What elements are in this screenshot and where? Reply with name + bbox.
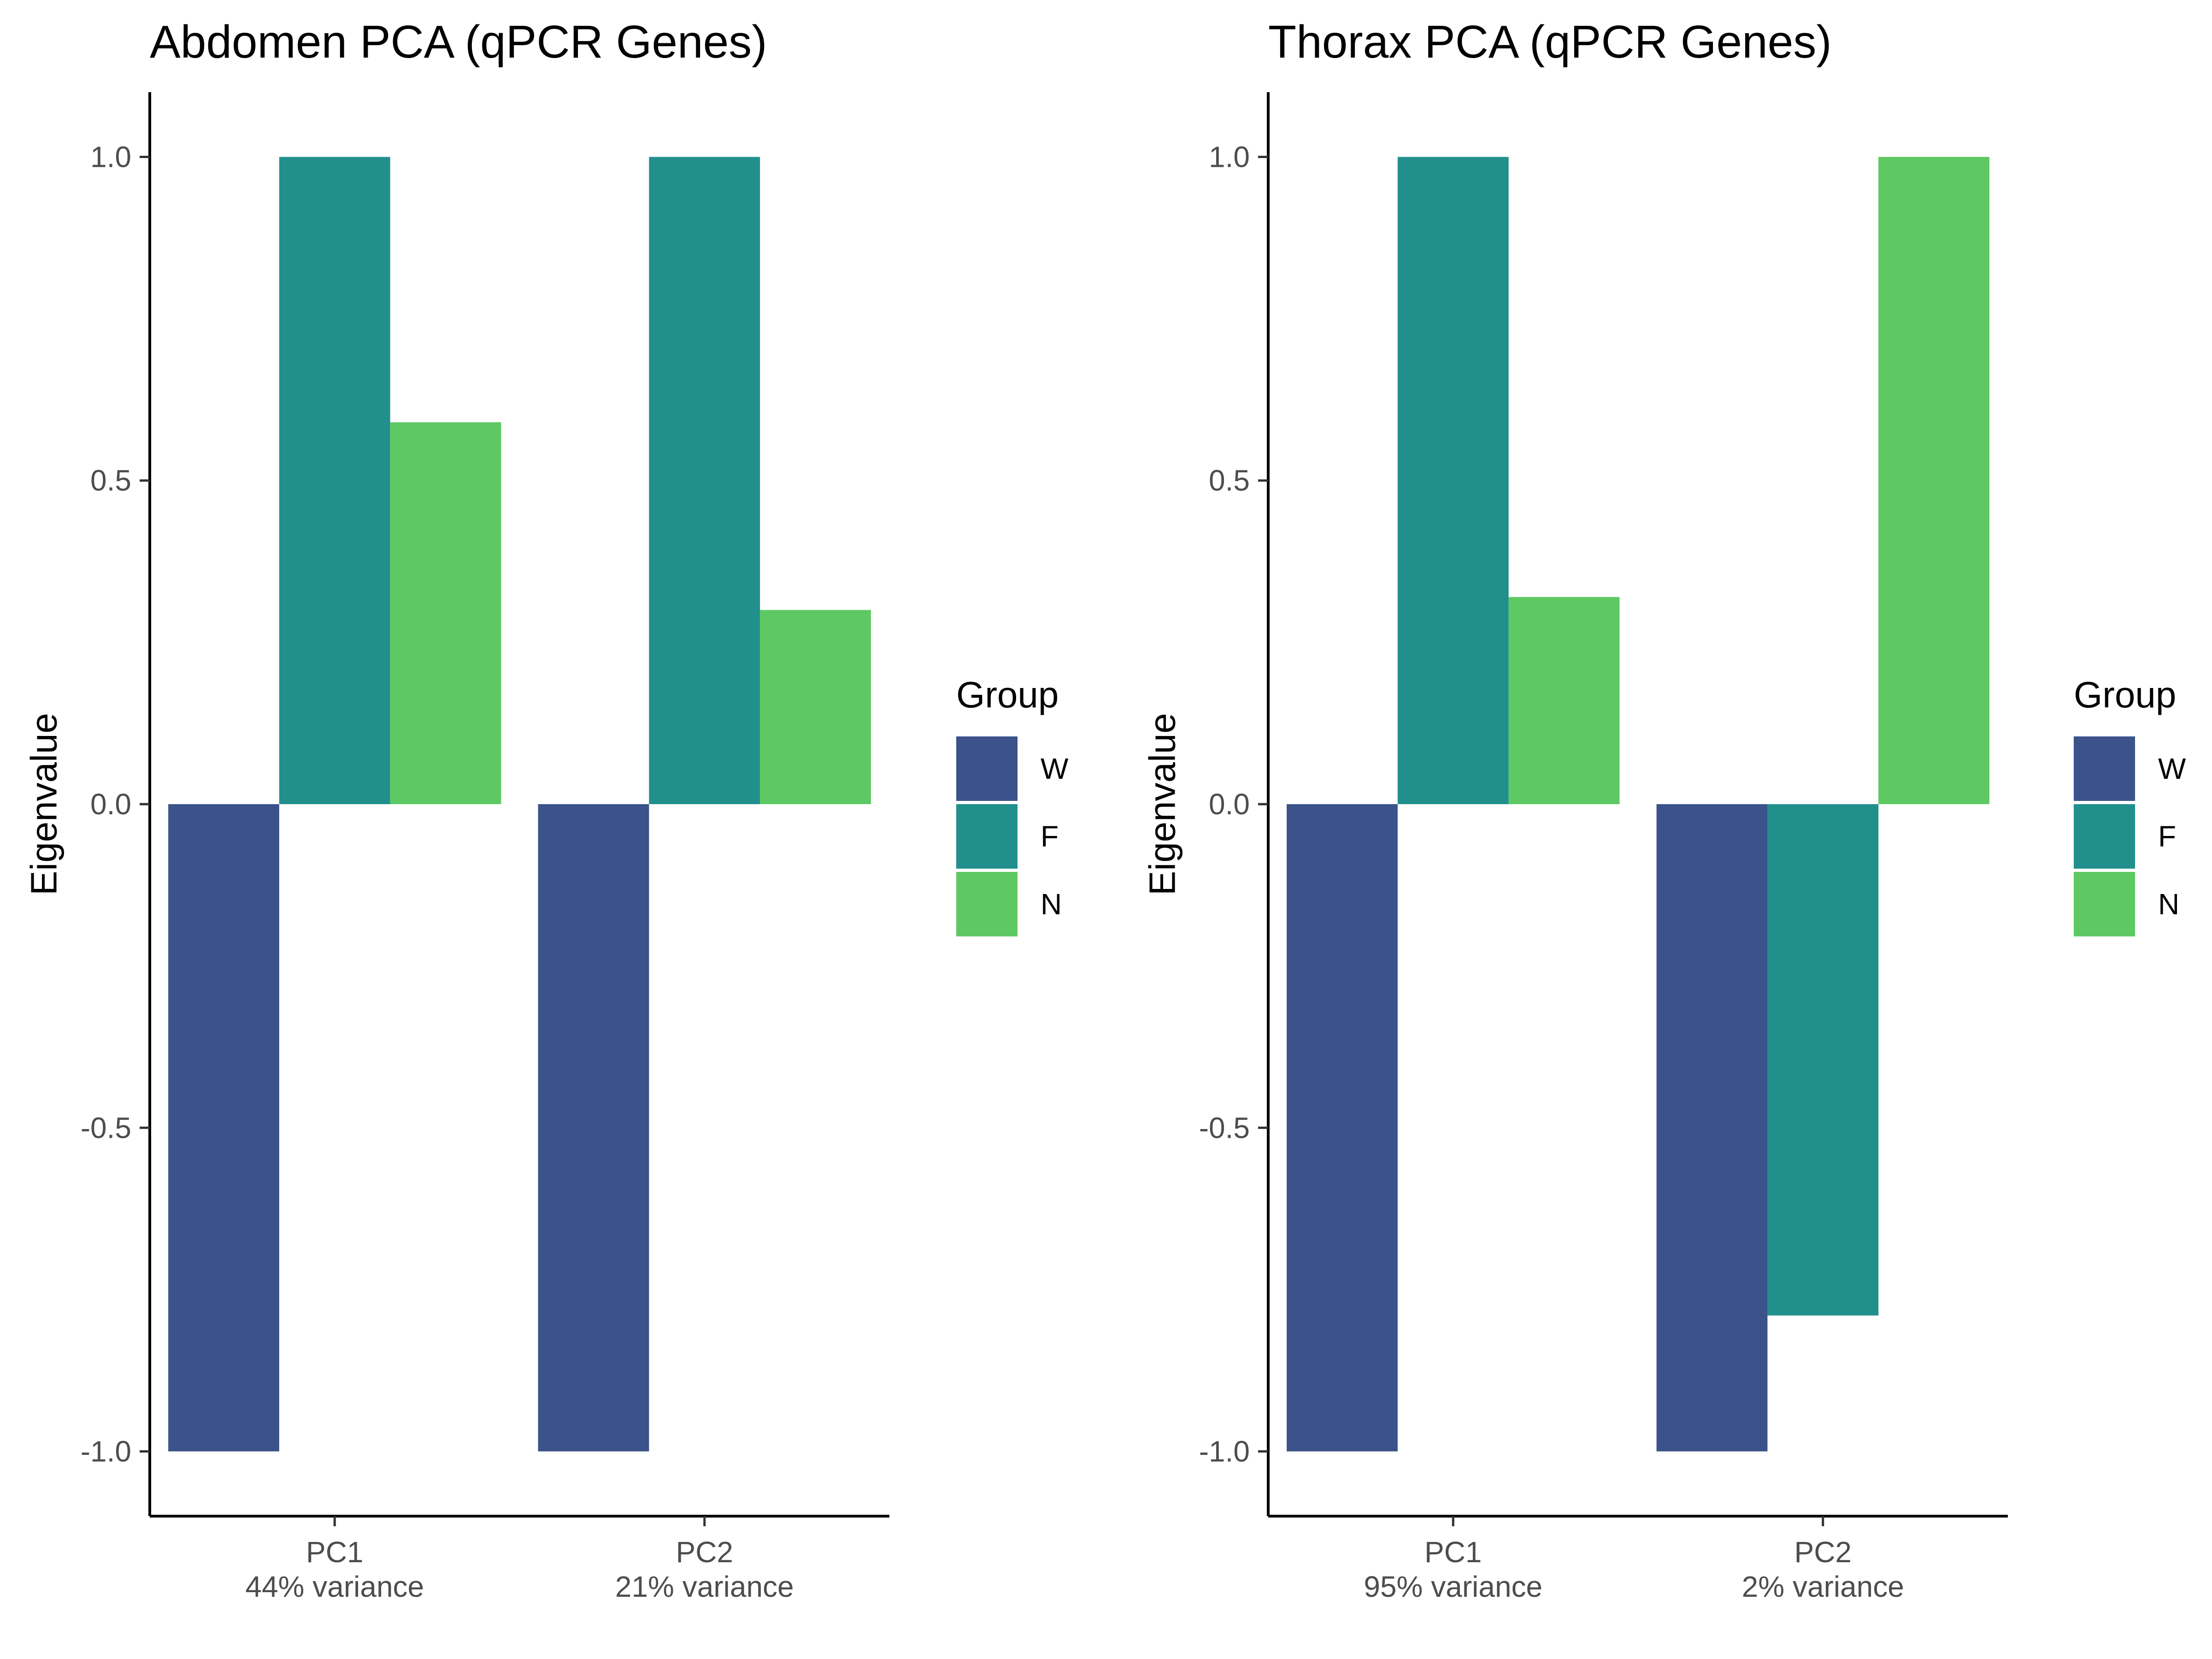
panel-1-legend-label-n: N xyxy=(1041,888,1062,921)
panel-1-y-tick-label: -1.0 xyxy=(81,1435,131,1468)
panel-1-x-tick-sublabel: 44% variance xyxy=(245,1570,424,1603)
panel-1-x-tick-label: PC1 xyxy=(306,1535,364,1569)
panel-2-legend-key-f xyxy=(2074,804,2135,869)
panel-2-legend-label-w: W xyxy=(2158,752,2186,785)
panel-2-bar-pc1-n xyxy=(1508,597,1620,804)
panel-1-bar-pc1-w xyxy=(168,804,279,1452)
panel-2-title: Thorax PCA (qPCR Genes) xyxy=(1268,16,1832,68)
panel-1: Abdomen PCA (qPCR Genes) Eigenvalue -1.0 -0… xyxy=(24,16,1069,1603)
panel-1-bar-pc1-f xyxy=(279,157,390,804)
panel-1-y-axis-title: Eigenvalue xyxy=(24,713,65,895)
panel-2: Thorax PCA (qPCR Genes) Eigenvalue -1.0 -0.… xyxy=(1142,16,2187,1603)
panel-2-bar-pc1-f xyxy=(1397,157,1509,804)
panel-1-y-tick-label: 1.0 xyxy=(90,140,131,173)
panel-1-bar-pc2-w xyxy=(538,804,649,1452)
panel-2-y-tick-label: 0.0 xyxy=(1209,788,1250,821)
panel-2-legend-label-f: F xyxy=(2158,820,2176,853)
panel-1-y-tick-label: -0.5 xyxy=(81,1111,131,1144)
panel-2-legend: Group W F N xyxy=(2074,674,2186,936)
panel-1-bar-pc2-n xyxy=(760,610,871,804)
panel-2-x-tick-sublabel: 95% variance xyxy=(1364,1570,1542,1603)
panel-1-x-tick-label: PC2 xyxy=(676,1535,734,1569)
panel-2-legend-label-n: N xyxy=(2158,888,2179,921)
panel-2-x-tick-sublabel: 2% variance xyxy=(1742,1570,1904,1603)
panel-1-title: Abdomen PCA (qPCR Genes) xyxy=(150,16,767,68)
panel-1-bar-pc1-n xyxy=(390,422,501,804)
panel-2-x-tick-label: PC1 xyxy=(1424,1535,1482,1569)
panel-2-legend-key-w xyxy=(2074,736,2135,801)
panel-2-bar-pc2-f xyxy=(1767,804,1879,1316)
panel-2-y-tick-label: 1.0 xyxy=(1209,140,1250,173)
panel-2-legend-key-n xyxy=(2074,872,2135,936)
panel-2-bar-pc1-w xyxy=(1287,804,1398,1452)
panel-2-x-tick-label: PC2 xyxy=(1794,1535,1852,1569)
panel-2-y-axis-title: Eigenvalue xyxy=(1142,713,1183,895)
panel-1-legend-label-f: F xyxy=(1041,820,1059,853)
panel-1-legend-key-f xyxy=(956,804,1018,869)
panel-2-y-tick-label: -1.0 xyxy=(1199,1435,1250,1468)
panel-2-legend-title: Group xyxy=(2074,674,2176,715)
panel-1-bar-pc2-f xyxy=(649,157,760,804)
panel-1-legend: Group W F N xyxy=(956,674,1069,936)
panel-2-bar-pc2-w xyxy=(1656,804,1768,1452)
panel-1-y-tick-label: 0.0 xyxy=(90,788,131,821)
panel-1-legend-label-w: W xyxy=(1041,752,1069,785)
panel-2-bar-pc2-n xyxy=(1878,157,1989,804)
panel-1-legend-title: Group xyxy=(956,674,1059,715)
panel-1-legend-key-w xyxy=(956,736,1018,801)
panel-1-x-tick-sublabel: 21% variance xyxy=(615,1570,794,1603)
panel-2-y-tick-label: 0.5 xyxy=(1209,464,1250,497)
panel-1-legend-key-n xyxy=(956,872,1018,936)
panel-2-y-tick-label: -0.5 xyxy=(1199,1111,1250,1144)
panel-1-y-tick-label: 0.5 xyxy=(90,464,131,497)
